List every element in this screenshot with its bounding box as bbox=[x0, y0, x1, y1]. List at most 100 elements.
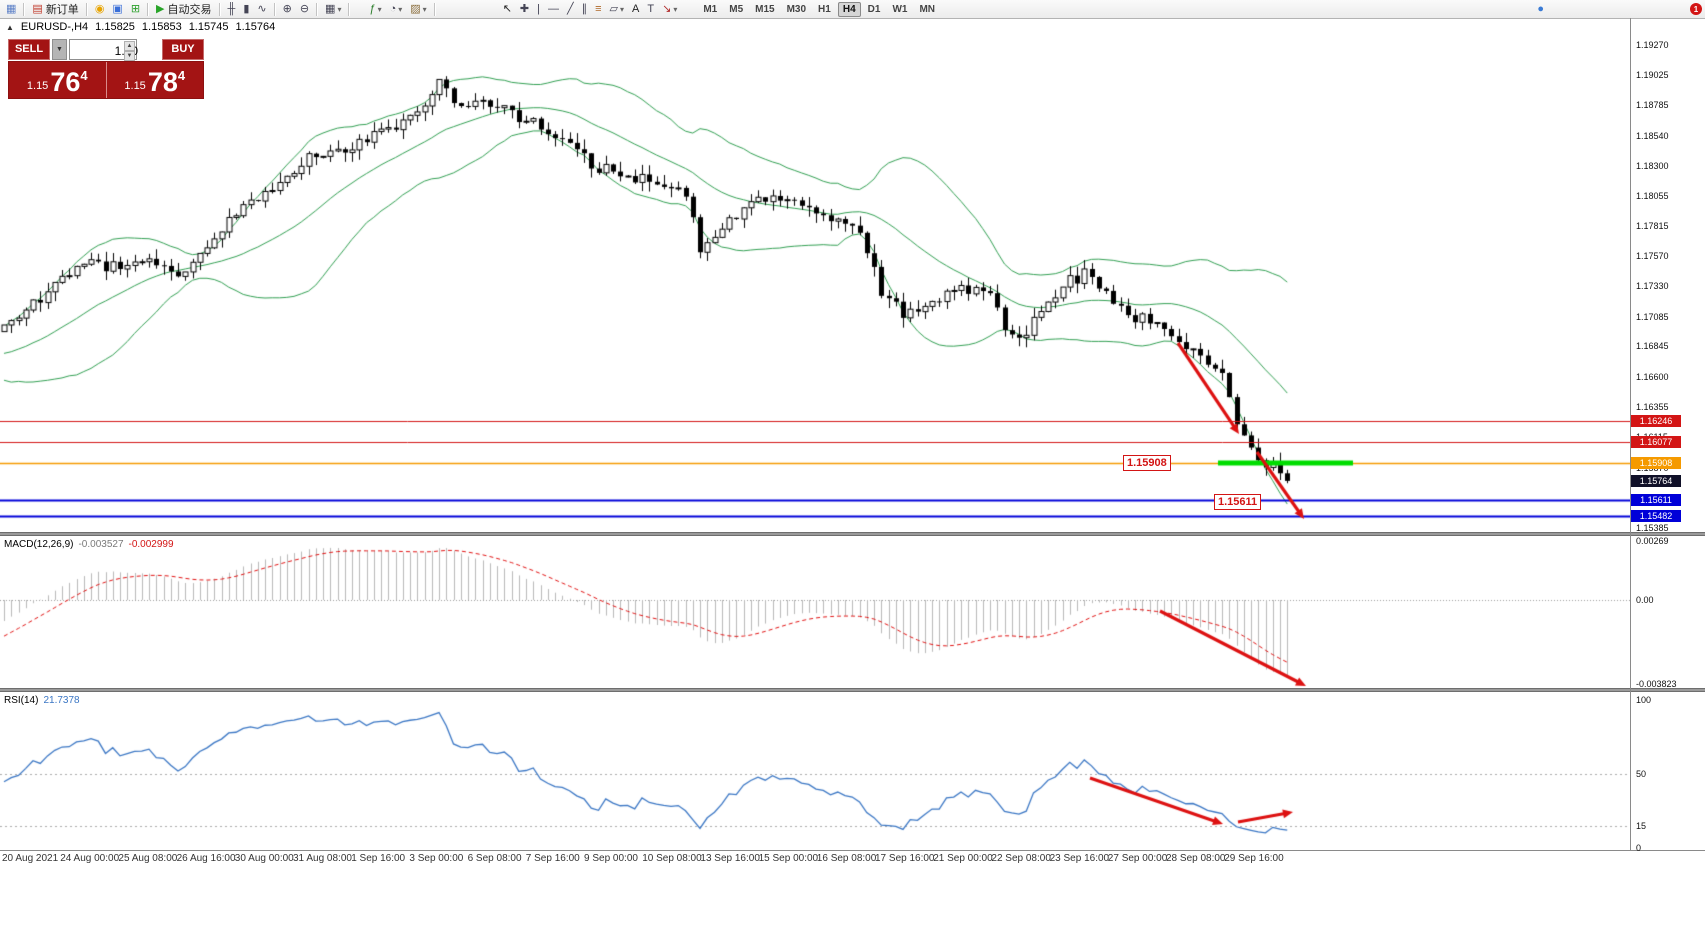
channel-icon[interactable]: ∥ bbox=[578, 0, 592, 18]
toolbox-icon[interactable]: ⊞ bbox=[127, 0, 144, 18]
price-tick: 1.17815 bbox=[1636, 220, 1669, 231]
volume-down-button[interactable]: ▼ bbox=[124, 51, 135, 61]
price-tick: 1.18055 bbox=[1636, 191, 1669, 202]
horizontal-line-icon[interactable]: — bbox=[544, 0, 563, 18]
buy-button[interactable]: BUY bbox=[162, 39, 204, 60]
new-chart-icon[interactable]: ▦ bbox=[2, 0, 20, 18]
market-watch-icon[interactable]: ◉ bbox=[91, 0, 109, 18]
toolbar-group-drawing: ↖ ✚ | — ╱ ∥ ≡ ▱ ▾ A T ↘ ▾ bbox=[499, 0, 682, 18]
price-divider bbox=[105, 62, 107, 98]
label-icon[interactable]: T bbox=[643, 0, 658, 18]
tile-windows-icon-dropdown[interactable]: ▾ bbox=[337, 4, 342, 14]
vertical-line-icon[interactable]: | bbox=[533, 0, 544, 18]
candlestick-chart-icon[interactable]: ▮ bbox=[239, 0, 253, 18]
line-chart-icon-glyph: ∿ bbox=[257, 3, 267, 15]
price-level-badge: 1.16077 bbox=[1631, 435, 1681, 448]
fibonacci-icon-glyph: ≡ bbox=[595, 3, 602, 15]
templates-icon-dropdown[interactable]: ▾ bbox=[422, 4, 427, 14]
price-tick: 1.19025 bbox=[1636, 70, 1669, 81]
price-display: 1.15 76 4 1.15 78 4 bbox=[8, 61, 204, 99]
market-watch-icon-glyph: ◉ bbox=[94, 3, 105, 15]
sell-price-sup: 4 bbox=[80, 68, 88, 83]
fibonacci-icon[interactable]: ≡ bbox=[591, 0, 605, 18]
indicators-icon[interactable]: ƒ ▾ bbox=[365, 0, 385, 18]
zoom-out-icon[interactable]: ⊖ bbox=[296, 0, 313, 18]
time-axis-label: 23 Sep 16:00 bbox=[1049, 853, 1110, 864]
crosshair-icon-glyph: ✚ bbox=[519, 3, 530, 15]
navigator-icon[interactable]: ▣ bbox=[108, 0, 126, 18]
price-level-badge: 1.16246 bbox=[1631, 414, 1681, 427]
periods-icon-dropdown[interactable]: ▾ bbox=[398, 4, 403, 14]
chart-header: ▲ EURUSD-,H4 1.15825 1.15853 1.15745 1.1… bbox=[6, 21, 275, 33]
periods-icon-glyph: ◔ bbox=[389, 3, 397, 15]
time-axis-label: 20 Aug 2021 bbox=[2, 853, 59, 864]
crosshair-icon[interactable]: ✚ bbox=[516, 0, 533, 18]
label-icon-glyph: T bbox=[647, 3, 655, 15]
text-icon[interactable]: A bbox=[628, 0, 643, 18]
shapes-icon-dropdown[interactable]: ▾ bbox=[620, 4, 625, 14]
shapes-icon[interactable]: ▱ ▾ bbox=[606, 0, 628, 18]
buy-price[interactable]: 1.15 78 4 bbox=[107, 62, 204, 98]
time-axis-label: 9 Sep 00:00 bbox=[584, 853, 638, 864]
timeframe-h4[interactable]: H4 bbox=[837, 1, 861, 17]
trendline-icon[interactable]: ╱ bbox=[563, 0, 578, 18]
time-axis-label: 21 Sep 00:00 bbox=[933, 853, 993, 864]
notification-badge[interactable]: 1 bbox=[1690, 3, 1702, 15]
time-axis-label: 30 Aug 00:00 bbox=[234, 853, 294, 864]
tile-windows-icon[interactable]: ▦ ▾ bbox=[321, 0, 345, 18]
community-icon[interactable]: ● bbox=[1537, 3, 1544, 15]
indicators-icon-dropdown[interactable]: ▾ bbox=[377, 4, 382, 14]
panel-splitter[interactable] bbox=[0, 688, 1705, 692]
price-tick: 1.19270 bbox=[1636, 40, 1669, 50]
sell-button[interactable]: SELL bbox=[8, 39, 50, 60]
timeframe-w1[interactable]: W1 bbox=[892, 3, 908, 15]
new-order-button[interactable]: ▤ 新订单 bbox=[28, 0, 82, 18]
price-tick: 1.18300 bbox=[1636, 160, 1669, 171]
timeframe-m15[interactable]: M15 bbox=[755, 3, 775, 15]
timeframe-d1[interactable]: D1 bbox=[867, 3, 881, 15]
toolbar-group-panels: ◉ ▣ ⊞ bbox=[91, 0, 144, 18]
time-axis-label: 16 Sep 08:00 bbox=[816, 853, 877, 864]
rsi-axis-label: 50 bbox=[1636, 769, 1647, 779]
level-price-label[interactable]: 1.15908 bbox=[1123, 455, 1171, 471]
rsi-panel-canvas[interactable] bbox=[0, 692, 1630, 850]
cursor-icon[interactable]: ↖ bbox=[499, 0, 516, 18]
vertical-line-icon-glyph: | bbox=[537, 3, 540, 15]
timeframe-m30[interactable]: M30 bbox=[786, 3, 807, 15]
templates-icon-glyph: ▨ bbox=[410, 3, 421, 15]
line-chart-icon[interactable]: ∿ bbox=[253, 0, 270, 18]
bar-chart-icon[interactable]: ╫ bbox=[224, 0, 240, 18]
time-axis-label: 15 Sep 00:00 bbox=[758, 853, 819, 864]
level-price-label[interactable]: 1.15611 bbox=[1214, 494, 1262, 510]
volume-input[interactable] bbox=[70, 40, 152, 61]
timeframe-m1[interactable]: M1 bbox=[703, 3, 718, 15]
sell-price[interactable]: 1.15 76 4 bbox=[9, 62, 106, 98]
one-click-collapse-icon[interactable]: ▲ bbox=[6, 22, 14, 32]
templates-icon[interactable]: ▨ ▾ bbox=[406, 0, 430, 18]
toolbar-separator bbox=[218, 2, 221, 16]
periods-icon[interactable]: ◔ ▾ bbox=[386, 0, 407, 18]
arrows-icon[interactable]: ↘ ▾ bbox=[658, 0, 681, 18]
price-chart-canvas[interactable] bbox=[0, 18, 1630, 532]
toolbar-separator bbox=[23, 2, 26, 16]
tile-windows-icon-glyph: ▦ bbox=[325, 3, 336, 15]
timeframe-m5[interactable]: M5 bbox=[729, 3, 744, 15]
auto-trading-button[interactable]: ▶ 自动交易 bbox=[152, 0, 215, 18]
time-axis-label: 26 Aug 16:00 bbox=[176, 853, 236, 864]
toolbar-right: ● 1 bbox=[1537, 0, 1705, 18]
time-axis-label: 1 Sep 16:00 bbox=[351, 853, 406, 864]
auto-trading-glyph: ▶ bbox=[156, 3, 165, 15]
rsi-label: RSI(14) 21.7378 bbox=[4, 695, 80, 706]
sell-price-prefix: 1.15 bbox=[26, 80, 49, 92]
timeframe-mn[interactable]: MN bbox=[919, 3, 935, 15]
time-axis-label: 27 Sep 00:00 bbox=[1107, 853, 1168, 864]
arrows-icon-glyph: ↘ bbox=[662, 3, 672, 15]
order-type-dropdown[interactable]: ▼ bbox=[52, 39, 67, 60]
timeframe-h1[interactable]: H1 bbox=[818, 3, 831, 15]
panel-splitter[interactable] bbox=[0, 532, 1705, 536]
arrows-icon-dropdown[interactable]: ▾ bbox=[673, 4, 678, 14]
zoom-in-icon[interactable]: ⊕ bbox=[279, 0, 296, 18]
macd-panel-canvas[interactable] bbox=[0, 536, 1630, 688]
volume-up-button[interactable]: ▲ bbox=[124, 41, 135, 51]
